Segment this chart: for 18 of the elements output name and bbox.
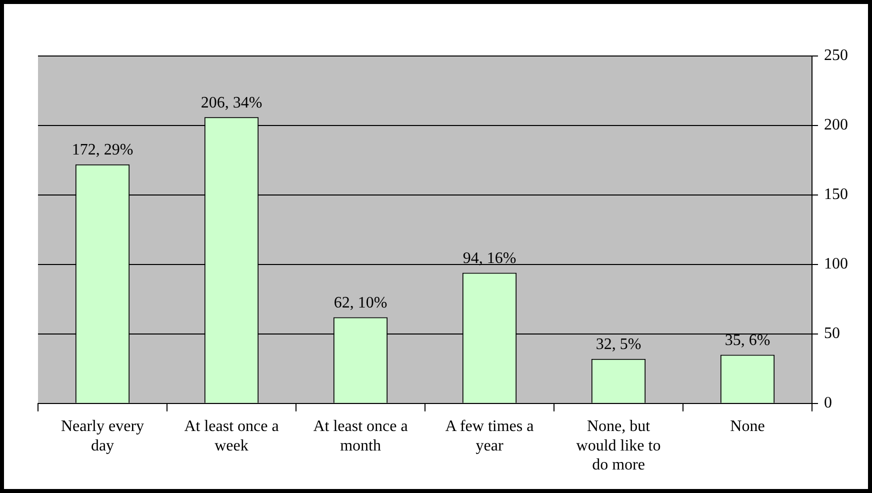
data-label: 32, 5% [596,336,642,354]
x-tick-label: Nearly every day [60,418,144,454]
y-tick-label: 250 [824,47,848,64]
x-tick-label: A few times a year [445,418,534,454]
y-tick-label: 150 [824,186,848,204]
y-tick-label: 100 [824,256,848,273]
y-tick-label: 0 [824,394,832,412]
y-tick-label: 50 [824,325,840,342]
data-label: 94, 16% [462,250,516,267]
data-label: 35, 6% [724,332,770,349]
x-tick-label: At least once a month [313,418,408,454]
x-tick-label: At least once a week [184,418,279,454]
x-tick-label: None, but would like to do more [576,418,661,474]
y-tick-label: 200 [824,116,848,134]
data-label: 172, 29% [72,142,134,159]
data-label: 62, 10% [334,294,388,312]
data-label: 206, 34% [200,94,262,112]
x-tick-label: None [730,418,765,436]
